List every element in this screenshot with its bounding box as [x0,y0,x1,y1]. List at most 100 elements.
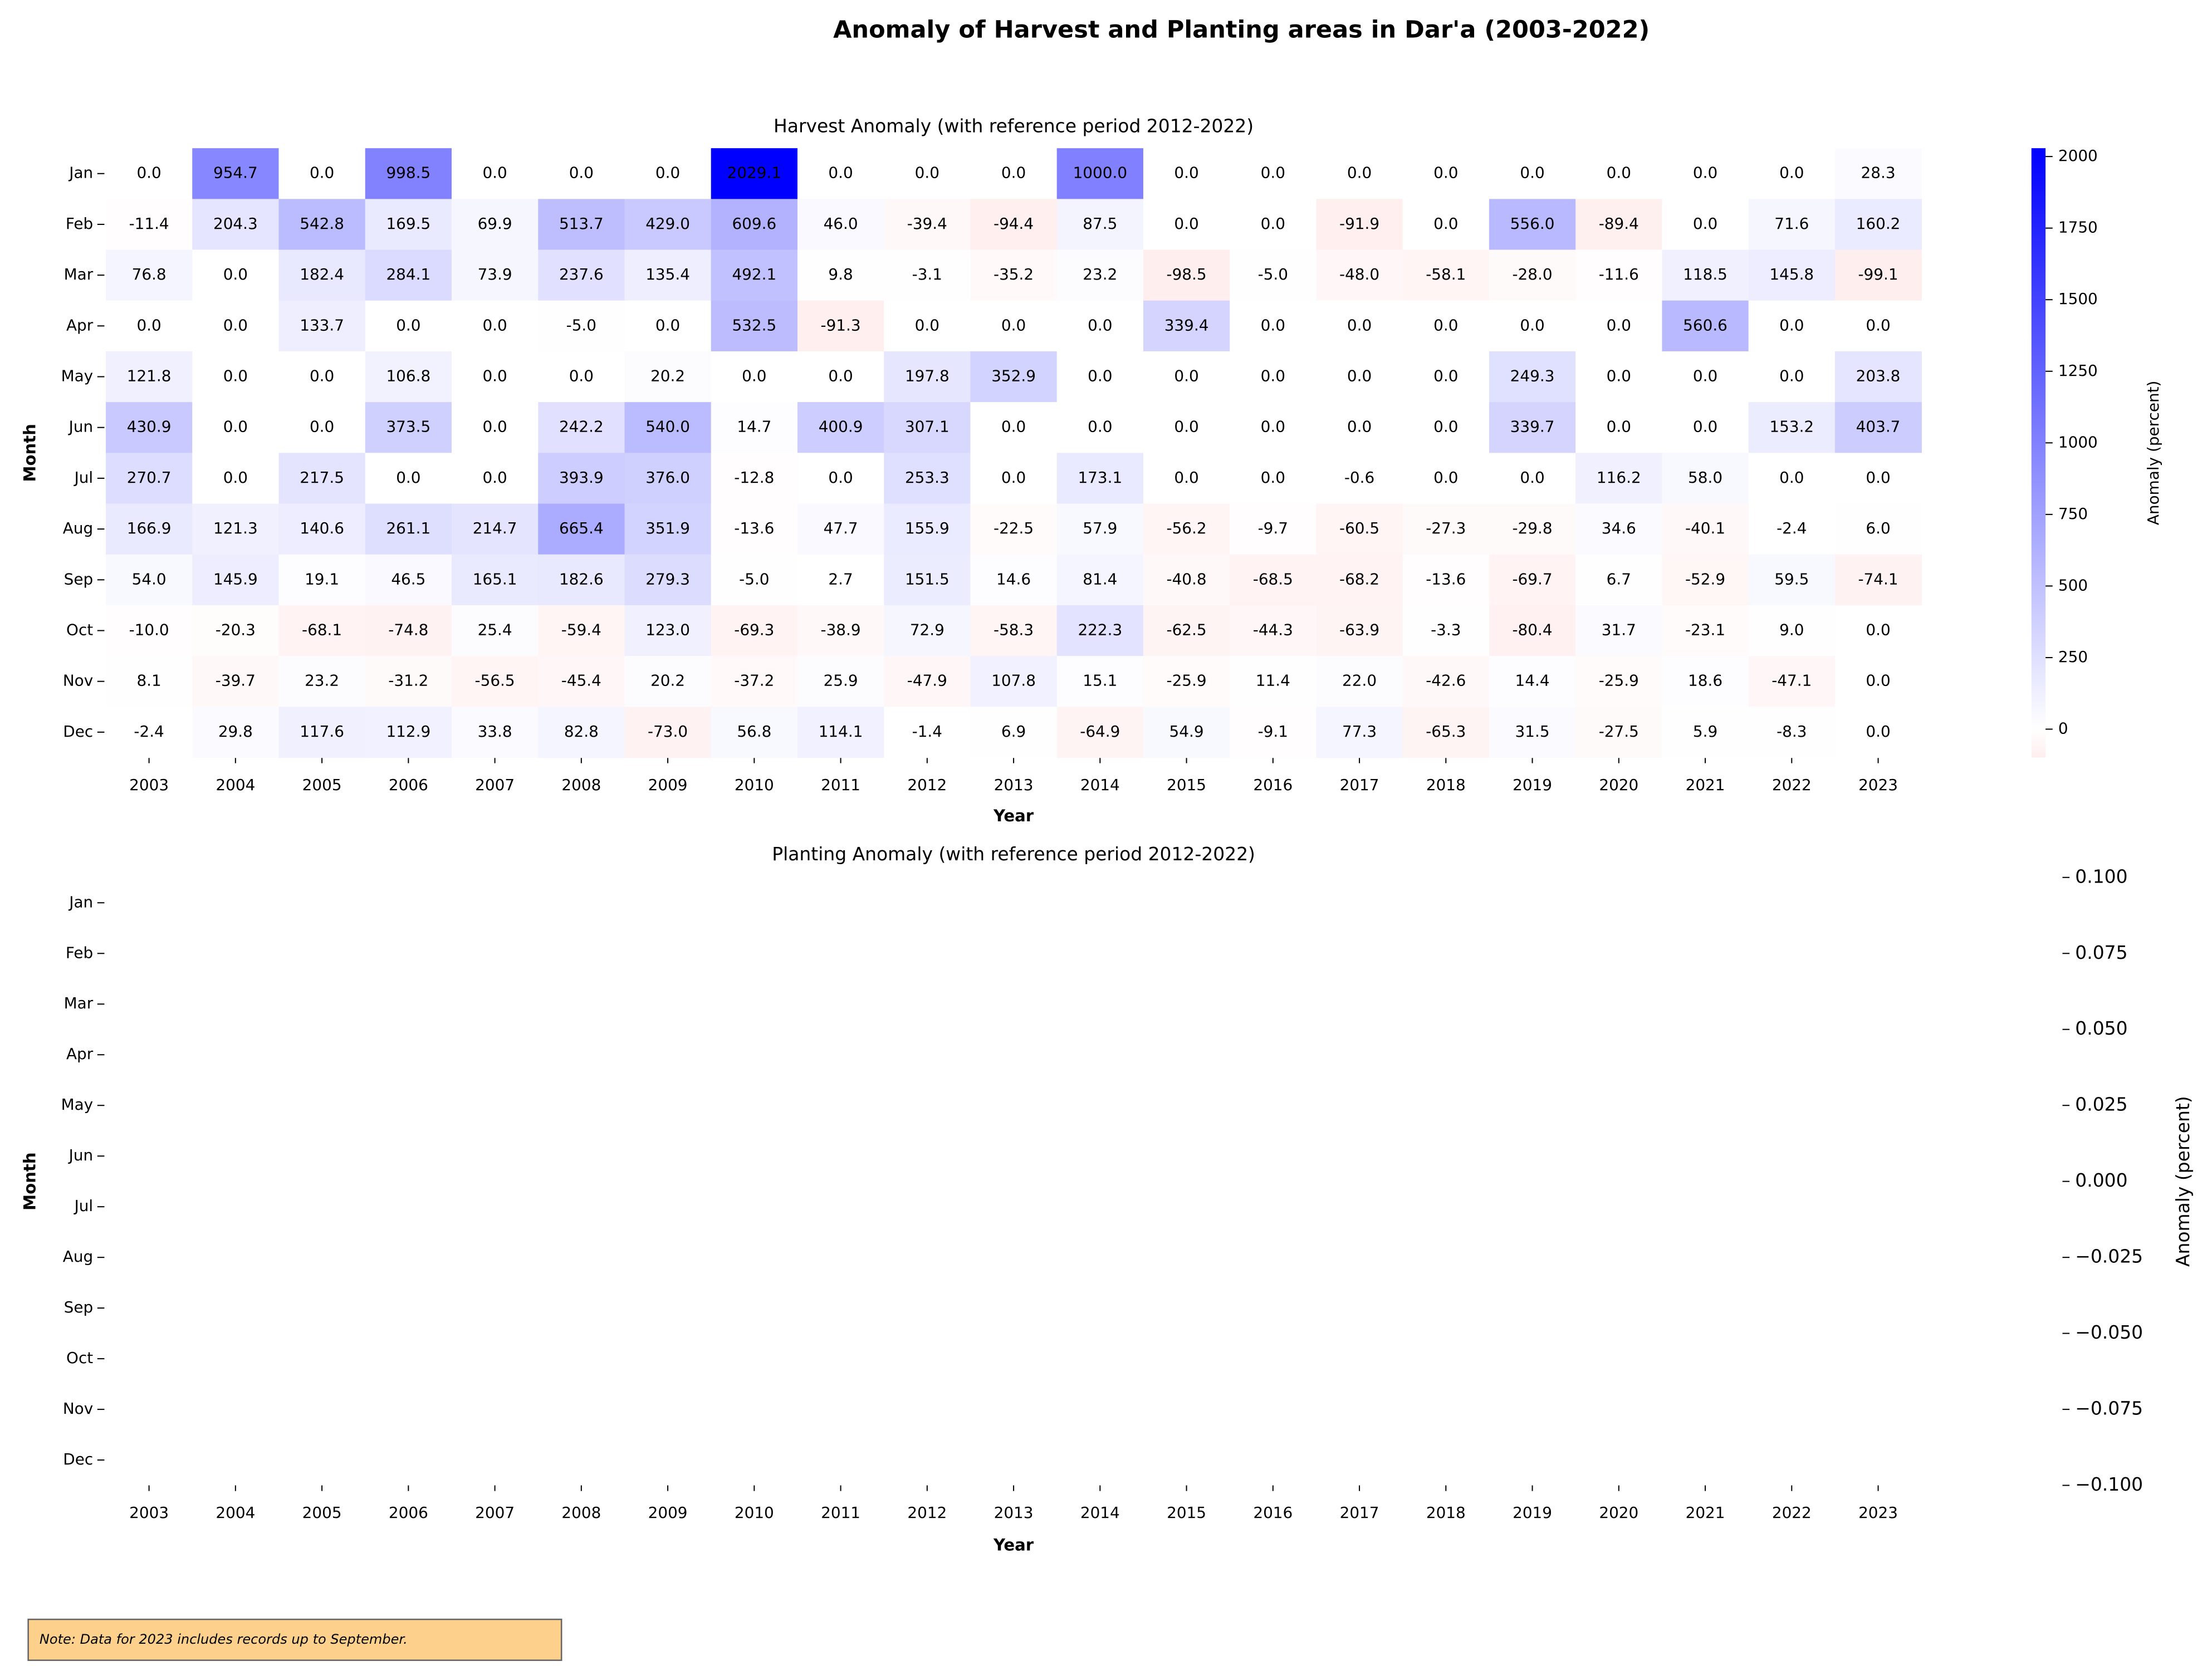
x-tick-label: 2005 [302,1503,342,1522]
heatmap-cell [884,148,971,200]
heatmap-cell [1230,503,1317,555]
x-tick-label: 2023 [1858,1503,1898,1522]
y-tick-label: Mar [64,265,94,283]
cell-label: 160.2 [1856,214,1901,233]
heatmap-cell [1748,199,1836,251]
heatmap-cell [192,453,280,504]
heatmap-cell [1230,402,1317,454]
cell-label: 135.4 [645,265,690,283]
cell-label: 121.8 [127,367,172,385]
x-tick-label: 2003 [129,776,169,794]
cell-label: 0.0 [1520,468,1544,487]
heatmap-cell [1575,351,1663,403]
heatmap-cell [884,402,971,454]
subplot-title: Planting Anomaly (with reference period … [772,843,1255,865]
heatmap-cell [1748,148,1836,200]
cell-label: 0.0 [1866,316,1890,334]
cell-label: 339.4 [1164,316,1209,334]
cell-label: 2.7 [828,570,853,588]
heatmap-cell [278,351,366,403]
cell-label: 20.2 [650,672,685,690]
colorbar-tick-label: 2000 [2058,146,2098,165]
heatmap-cell [365,148,452,200]
heatmap-cell [1143,707,1230,758]
cell-label: -29.8 [1513,519,1553,537]
x-tick-label: 2015 [1167,1503,1206,1522]
cell-label: 560.6 [1683,316,1727,334]
cell-label: 8.1 [136,672,161,690]
heatmap-cell [1402,554,1490,606]
figure-title: Anomaly of Harvest and Planting areas in… [833,16,1650,43]
x-tick-label: 2004 [216,1503,255,1522]
cell-label: 59.5 [1774,570,1809,588]
cell-label: 0.0 [1174,164,1198,182]
heatmap-cell [278,503,366,555]
note: Note: Data for 2023 includes records up … [40,1631,408,1647]
cell-label: 998.5 [386,164,430,182]
heatmap-cell [278,199,366,251]
x-tick-label: 2012 [907,776,947,794]
colorbar-tick-label: 0.025 [2075,1094,2127,1115]
y-tick-label: Nov [63,672,93,690]
cell-label: -47.1 [1771,672,1812,690]
cell-label: -91.3 [821,316,861,334]
colorbar-tick-label: 1750 [2058,218,2098,237]
heatmap-cell [192,605,280,656]
cell-label: -25.9 [1599,672,1639,690]
heatmap-cell [1834,605,1922,656]
colorbar-tick-label: −0.100 [2075,1473,2143,1495]
cell-label: 151.5 [905,570,950,588]
heatmap-cell [105,148,193,200]
heatmap-cell [1834,249,1922,301]
cell-label: 609.6 [732,214,776,233]
heatmap-cell [1143,605,1230,656]
cell-label: -45.4 [561,672,601,690]
cell-label: 0.0 [1433,468,1458,487]
cell-label: 214.7 [473,519,517,537]
cell-label: 0.0 [1001,468,1026,487]
heatmap-cell [1489,249,1576,301]
cell-label: 22.0 [1342,672,1377,690]
cell-label: 0.0 [396,468,420,487]
x-tick-label: 2017 [1340,1503,1379,1522]
heatmap-cell [1489,707,1576,758]
heatmap-cell [1748,351,1836,403]
heatmap-cell [192,503,280,555]
cell-label: 182.4 [300,265,344,283]
heatmap-cell [365,503,452,555]
heatmap-cell [538,554,625,606]
heatmap-cell [192,249,280,301]
heatmap-cell [1402,503,1490,555]
heatmap-cell [1575,402,1663,454]
heatmap-cell [538,351,625,403]
cell-label: 0.0 [828,164,853,182]
heatmap-cell [970,554,1058,606]
cell-label: 31.7 [1602,620,1636,639]
heatmap-cell [538,300,625,352]
x-tick-label: 2013 [994,776,1034,794]
cell-label: 5.9 [1693,722,1717,741]
cell-label: -59.4 [561,620,601,639]
heatmap-cell [105,199,193,251]
cell-label: 665.4 [559,519,604,537]
cell-label: 0.0 [1779,164,1804,182]
heatmap-cell [1575,249,1663,301]
y-tick-label: Jul [74,1197,94,1215]
cell-label: -27.3 [1426,519,1466,537]
cell-label: -5.0 [1258,265,1288,283]
heatmap-cell [884,554,971,606]
cell-label: -37.2 [734,672,774,690]
cell-label: 0.0 [482,367,507,385]
cell-label: 197.8 [905,367,950,385]
heatmap-cell [1662,351,1749,403]
cell-label: 261.1 [386,519,430,537]
heatmap-cell [1143,300,1230,352]
cell-label: 140.6 [300,519,344,537]
cell-label: 0.0 [569,164,594,182]
heatmap-cell [970,503,1058,555]
heatmap-cell [1662,402,1749,454]
cell-label: 0.0 [223,265,248,283]
heatmap-cell [970,351,1058,403]
heatmap-cell [105,554,193,606]
